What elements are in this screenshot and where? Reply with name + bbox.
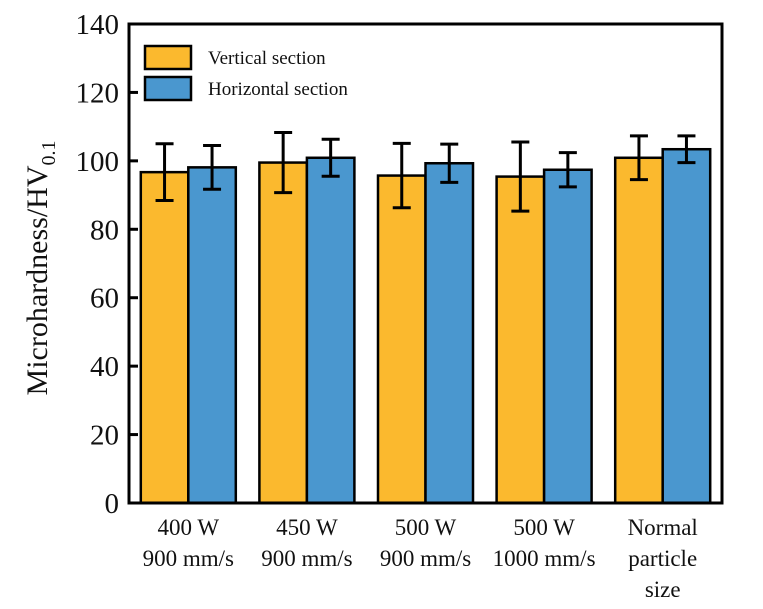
y-tick-label-20: 20	[90, 420, 119, 452]
legend-swatch-vertical	[143, 44, 193, 71]
bar-horizontal-1	[305, 156, 356, 505]
error-bar-horizontal-3	[558, 151, 577, 189]
bar-vertical-3	[495, 175, 546, 505]
y-tick-label-0: 0	[105, 488, 120, 520]
error-bar-vertical-2	[392, 141, 411, 210]
y-tick-label-100: 100	[76, 146, 120, 178]
bar-vertical-2	[376, 174, 427, 505]
error-bar-vertical-0	[155, 142, 174, 203]
error-bar-vertical-1	[274, 130, 293, 195]
error-bar-horizontal-1	[321, 137, 340, 178]
bar-vertical-0	[139, 170, 190, 505]
bar-horizontal-0	[187, 166, 238, 505]
x-category-label-2-line-1: 900 mm/s	[380, 546, 471, 571]
x-category-label-0-line-0: 400 W	[158, 515, 220, 540]
y-tick-label-140: 140	[76, 9, 120, 41]
y-tick-label-40: 40	[90, 351, 119, 383]
legend: Vertical section Horizontal section	[143, 44, 348, 102]
bar-vertical-1	[258, 161, 309, 505]
x-category-label-0-line-1: 900 mm/s	[143, 546, 234, 571]
legend-label-horizontal: Horizontal section	[208, 79, 348, 100]
x-category-label-4-line-1: particle	[628, 546, 697, 571]
error-bars-layer	[155, 130, 696, 213]
y-tick-label-60: 60	[90, 283, 119, 315]
x-category-label-3-line-1: 1000 mm/s	[493, 546, 596, 571]
error-bar-vertical-4	[629, 134, 648, 182]
error-bar-vertical-3	[511, 140, 530, 213]
y-tick-label-120: 120	[76, 77, 120, 109]
bar-vertical-4	[613, 156, 664, 505]
legend-label-vertical: Vertical section	[208, 48, 326, 69]
legend-swatch-horizontal	[143, 75, 193, 102]
bar-horizontal-2	[424, 162, 475, 505]
error-bar-horizontal-2	[440, 142, 459, 184]
y-axis-title-main: Microhardness/HV	[21, 165, 54, 395]
y-axis-title-subscript: 0.1	[38, 141, 60, 166]
error-bar-horizontal-4	[677, 134, 696, 165]
bar-horizontal-4	[661, 147, 712, 505]
x-category-label-1-line-1: 900 mm/s	[261, 546, 352, 571]
y-axis: 0 20 40 60 80 100 120 140	[76, 9, 138, 520]
x-category-label-4-line-2: size	[645, 577, 681, 602]
x-category-label-1-line-0: 450 W	[276, 515, 338, 540]
x-category-label-4-line-0: Normal	[628, 515, 698, 540]
x-category-label-3-line-0: 500 W	[513, 515, 575, 540]
plot-frame	[127, 22, 724, 505]
x-axis: 400 W 900 mm/s 450 W 900 mm/s 500 W 900 mm/s 5…	[143, 515, 698, 602]
bar-horizontal-3	[542, 168, 593, 505]
error-bar-horizontal-0	[203, 143, 222, 191]
bars-layer	[139, 147, 712, 505]
y-axis-title: Microhardness/HV0.1	[21, 141, 60, 396]
y-tick-label-80: 80	[90, 214, 119, 246]
x-category-label-2-line-0: 500 W	[395, 515, 457, 540]
